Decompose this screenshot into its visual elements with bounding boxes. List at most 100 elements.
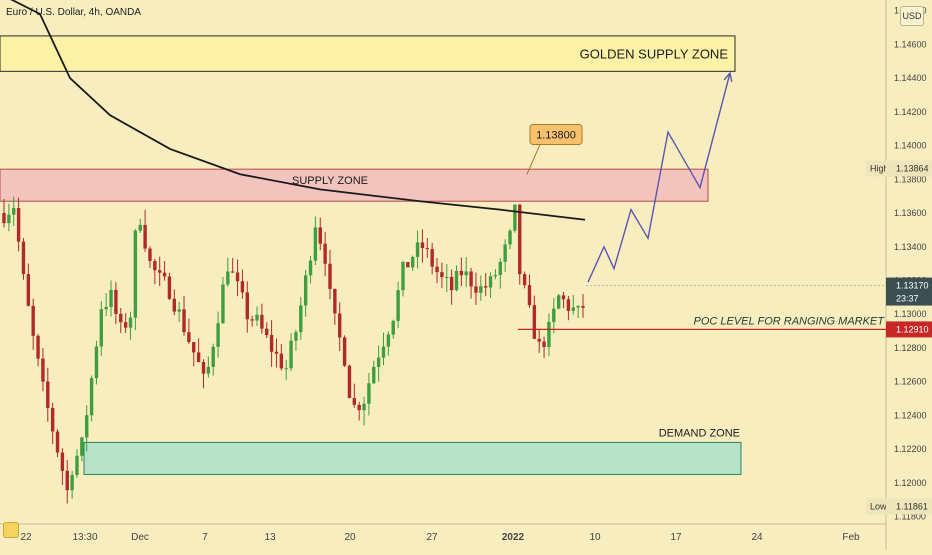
price-tick-label: 1.12800 — [894, 343, 927, 353]
zone-label: DEMAND ZONE — [659, 427, 740, 439]
projection-arrowhead — [723, 71, 733, 82]
candle-body — [376, 357, 381, 367]
time-tick-label: 13:30 — [72, 532, 97, 543]
candle-body — [342, 337, 347, 366]
candle-body — [250, 319, 254, 321]
candle-body — [561, 295, 566, 300]
candle-body — [128, 317, 133, 328]
currency-label: USD — [902, 11, 922, 21]
candle-body — [440, 272, 444, 278]
candle-body — [148, 248, 152, 261]
marker-value: 1.11861 — [896, 501, 928, 511]
candle-body — [552, 308, 556, 322]
candle-body — [80, 437, 84, 456]
time-tick-label: 7 — [202, 532, 208, 543]
candle-body — [454, 270, 459, 291]
candle-body — [89, 378, 94, 416]
candle-body — [406, 262, 410, 268]
candle-body — [498, 261, 502, 276]
time-tick-label: 13 — [264, 532, 276, 543]
price-tick-label: 1.12000 — [894, 478, 927, 488]
candle-body — [123, 322, 128, 328]
candle-body — [196, 352, 201, 363]
time-tick-label: 24 — [751, 532, 763, 543]
candle-body — [26, 274, 31, 306]
candle-body — [119, 313, 123, 323]
candle-body — [581, 306, 585, 308]
candle-body — [518, 204, 522, 275]
candle-body — [333, 288, 337, 314]
candle-body — [182, 309, 186, 333]
candle-body — [269, 334, 274, 352]
candle-body — [488, 276, 493, 288]
candle-body — [391, 320, 395, 335]
candle-body — [532, 305, 537, 339]
candle-body — [386, 334, 391, 347]
time-tick-label: Feb — [842, 532, 860, 543]
candle-body — [75, 455, 79, 475]
zone-label: GOLDEN SUPPLY ZONE — [580, 47, 729, 62]
candle-body — [415, 242, 420, 257]
candle-body — [571, 307, 575, 311]
marker-bg — [886, 498, 932, 515]
candle-body — [474, 286, 478, 293]
overlay-layer: POC LEVEL FOR RANGING MARKET 1.13800 High 1… — [10, 0, 932, 515]
candle-body — [221, 284, 225, 324]
candle-body — [255, 314, 259, 321]
candle-body — [556, 295, 561, 309]
candle-body — [308, 260, 313, 276]
candle-body — [299, 305, 303, 333]
candle-body — [192, 342, 196, 353]
candle-body — [55, 431, 60, 453]
zone-rect — [83, 441, 742, 475]
candle-body — [274, 351, 279, 354]
candle-body — [381, 346, 386, 358]
candle-body — [143, 224, 147, 249]
candle-body — [566, 299, 571, 311]
projection-path — [587, 72, 731, 283]
candle-body — [508, 230, 512, 245]
zone-rect — [0, 168, 709, 202]
marker-value: 1.13864 — [896, 163, 929, 173]
candle-body — [547, 321, 551, 348]
price-tick-label: 1.13000 — [894, 309, 927, 319]
logo-badge — [3, 522, 19, 538]
candle-body — [172, 298, 176, 312]
candle-body — [94, 346, 99, 379]
time-tick-label: 17 — [670, 532, 682, 543]
marker-bg — [886, 160, 932, 177]
candle-body — [522, 274, 527, 286]
candle-body — [279, 353, 284, 369]
candle-body — [36, 335, 40, 359]
candle-body — [411, 256, 415, 268]
candle-body — [265, 328, 269, 335]
high-marker: High 1.13864 — [866, 160, 932, 177]
candle-body — [99, 309, 104, 347]
candle-body — [157, 270, 162, 273]
currency-badge[interactable]: USD — [900, 6, 924, 26]
zone-rect — [0, 35, 736, 72]
candle-body — [435, 266, 439, 273]
candle-body — [459, 270, 464, 276]
time-tick-label: Dec — [131, 532, 149, 543]
price-tick-label: 1.12600 — [894, 377, 927, 387]
candle-body — [226, 271, 230, 285]
candle-body — [46, 381, 50, 408]
candles-layer — [2, 196, 585, 504]
candle-body — [445, 276, 449, 278]
callout-text: 1.13800 — [536, 129, 576, 141]
candle-body — [401, 262, 405, 291]
candle-body — [430, 249, 434, 267]
poc-label: POC LEVEL FOR RANGING MARKET — [693, 315, 885, 327]
price-tick-label: 1.14600 — [894, 39, 927, 49]
candle-body — [289, 340, 293, 369]
candle-body — [41, 358, 45, 382]
candle-body — [240, 281, 245, 293]
candle-body — [323, 243, 327, 264]
candle-body — [425, 248, 430, 250]
candle-body — [420, 242, 425, 249]
candle-body — [284, 368, 288, 370]
last-price-bg — [886, 277, 932, 306]
price-tick-label: 1.12200 — [894, 444, 927, 454]
candle-body — [167, 276, 172, 299]
